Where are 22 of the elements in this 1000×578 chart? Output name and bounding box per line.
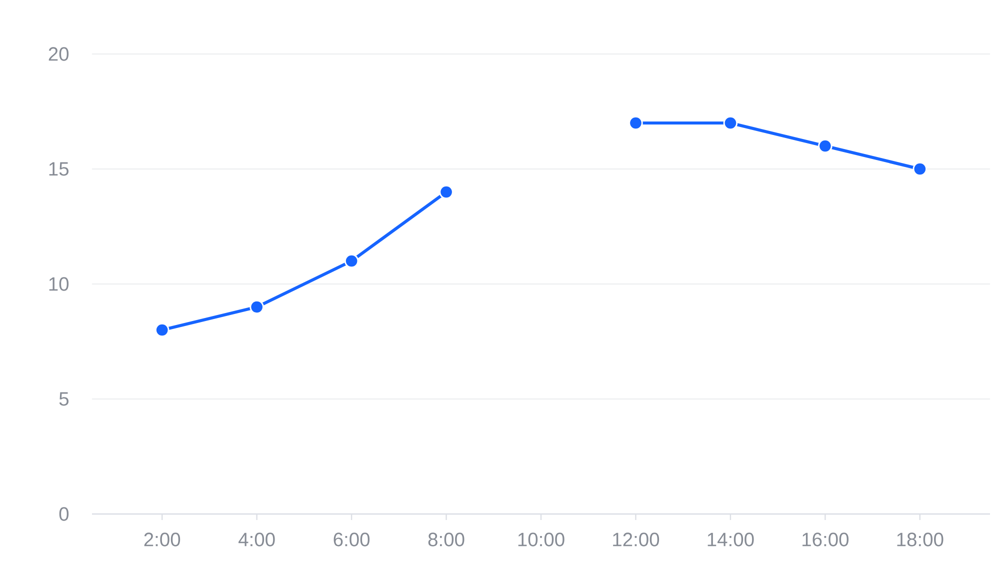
x-tick-label: 12:00 (613, 532, 660, 546)
y-tick-label: 5 (59, 392, 69, 406)
point (344, 254, 359, 268)
x-tick-label: 2:00 (144, 532, 180, 546)
point (818, 138, 832, 154)
point (154, 322, 170, 338)
x-tick-label: 16:00 (802, 532, 849, 546)
x-tick-label: 6:00 (334, 532, 370, 546)
y-tick-label: 20 (48, 47, 69, 61)
y-tick-label: 10 (49, 277, 69, 291)
point (439, 184, 454, 200)
point (912, 162, 928, 176)
x-tick-label: 14:00 (708, 532, 754, 546)
x-tick-label: 8:00 (428, 532, 464, 546)
point (628, 116, 643, 130)
point (250, 300, 264, 314)
x-tick-label: 18:00 (897, 532, 944, 546)
y-tick-label: 0 (59, 507, 69, 521)
x-tick-label: 4:00 (238, 532, 275, 546)
point (723, 116, 738, 130)
y-tick-label: 15 (49, 162, 69, 176)
x-tick-label: 10:00 (518, 532, 564, 546)
